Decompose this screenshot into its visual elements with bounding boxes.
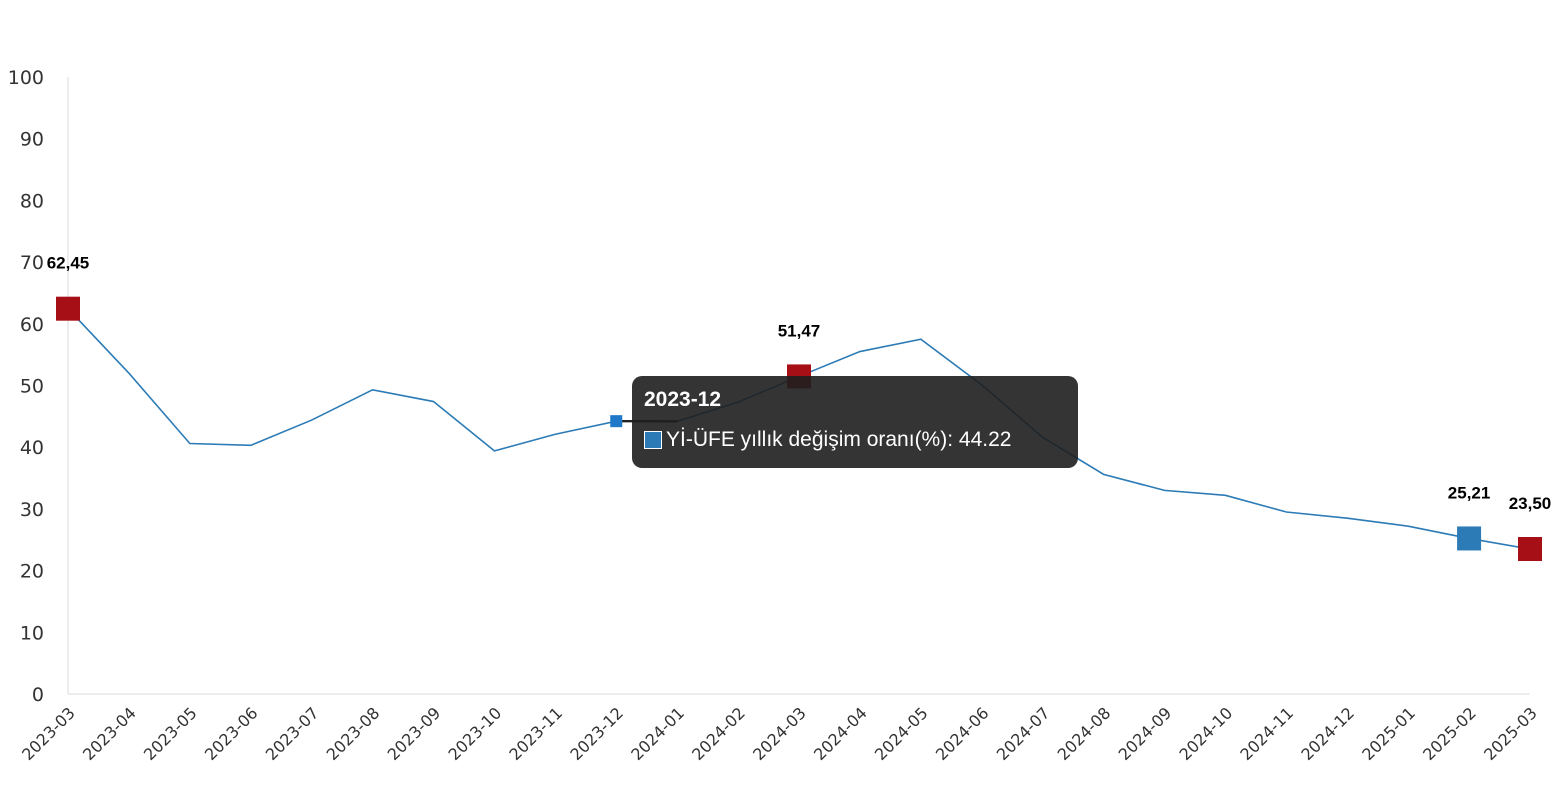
x-tick-label: 2023-07	[262, 703, 323, 764]
x-tick-label: 2023-09	[384, 703, 445, 764]
x-tick-label: 2024-12	[1297, 703, 1358, 764]
x-tick-label: 2024-03	[749, 703, 810, 764]
x-tick-label: 2024-08	[1054, 703, 1115, 764]
y-tick-label: 40	[20, 437, 44, 459]
tooltip-swatch	[644, 431, 662, 449]
x-tick-label: 2024-11	[1236, 703, 1297, 764]
y-tick-label: 10	[20, 622, 44, 644]
x-tick-label: 2024-04	[810, 703, 871, 764]
x-tick-label: 2023-11	[505, 703, 566, 764]
x-tick-label: 2023-06	[201, 703, 262, 764]
x-tick-label: 2024-02	[688, 703, 749, 764]
x-tick-label: 2023-04	[79, 703, 140, 764]
data-point-marker[interactable]	[56, 296, 80, 321]
hovered-point-marker[interactable]	[610, 415, 623, 428]
x-tick-label: 2023-05	[140, 703, 201, 764]
x-tick-label: 2023-08	[323, 703, 384, 764]
data-label: 25,21	[1448, 483, 1491, 502]
tooltip-value: : 44.22	[947, 428, 1012, 451]
tooltip-title: 2023-12	[644, 388, 722, 411]
x-tick-label: 2024-09	[1115, 703, 1176, 764]
x-tick-label: 2023-10	[445, 703, 506, 764]
x-tick-label: 2024-05	[871, 703, 932, 764]
tooltip-row: Yİ-ÜFE yıllık değişim oranı(%): 44.22	[644, 428, 1066, 452]
x-tick-label: 2023-12	[566, 703, 627, 764]
x-tick-label: 2025-02	[1419, 703, 1480, 764]
data-label: 62,45	[47, 254, 90, 273]
x-tick-label: 2024-07	[993, 703, 1054, 764]
y-tick-label: 100	[8, 67, 44, 89]
y-tick-label: 0	[32, 684, 44, 706]
data-label: 51,47	[778, 321, 821, 340]
y-axis-ticks: 0 10 20 30 40 50 60 70 80 90 100	[8, 67, 44, 706]
y-tick-label: 20	[20, 561, 44, 583]
data-point-marker[interactable]	[1457, 526, 1482, 551]
tooltip-series-label: Yİ-ÜFE yıllık değişim oranı(%)	[666, 428, 948, 451]
x-tick-label: 2024-10	[1176, 703, 1237, 764]
y-tick-label: 80	[20, 190, 44, 212]
data-point-marker[interactable]	[1518, 537, 1542, 562]
y-tick-label: 90	[20, 129, 44, 151]
y-tick-label: 50	[20, 376, 44, 398]
x-tick-label: 2025-01	[1358, 703, 1419, 764]
x-axis-ticks: 2023-03 2023-04 2023-05 2023-06 2023-07 2023-…	[18, 703, 1541, 764]
x-tick-label: 2024-01	[627, 703, 688, 764]
data-labels-layer: 62,45 51,47 25,21 23,50	[47, 254, 1552, 513]
y-tick-label: 30	[20, 499, 44, 521]
y-tick-label: 70	[20, 252, 44, 274]
x-tick-label: 2025-03	[1480, 703, 1541, 764]
y-tick-label: 60	[20, 314, 44, 336]
tooltip: 2023-12 Yİ-ÜFE yıllık değişim oranı(%): …	[632, 376, 1078, 468]
x-tick-label: 2023-03	[18, 703, 79, 764]
data-label: 23,50	[1509, 494, 1552, 513]
axes	[67, 77, 1530, 695]
x-tick-label: 2024-06	[932, 703, 993, 764]
